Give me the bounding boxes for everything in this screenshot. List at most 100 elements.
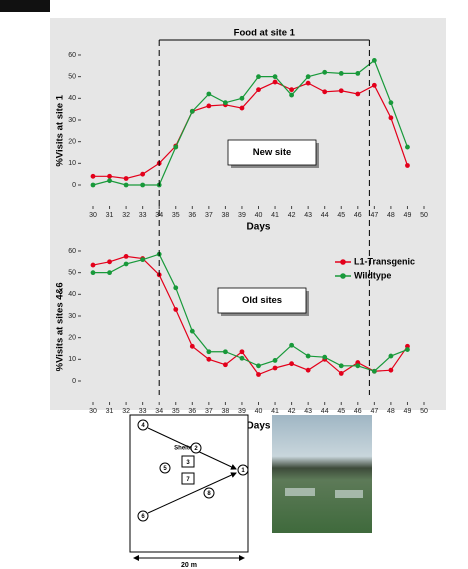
data-point <box>272 365 278 371</box>
data-point <box>256 372 261 377</box>
site-label: 5 <box>163 466 167 472</box>
x-tick-label: 50 <box>420 212 428 219</box>
site-label: 6 <box>141 514 145 520</box>
data-point <box>355 70 361 76</box>
data-point <box>322 89 328 95</box>
legend-label: Wildtype <box>354 270 391 280</box>
data-point <box>239 349 245 355</box>
data-point <box>388 367 394 373</box>
data-point <box>405 163 410 168</box>
data-point <box>256 363 261 369</box>
data-point <box>140 182 146 188</box>
x-tick-label: 33 <box>139 212 147 219</box>
data-point <box>173 285 179 291</box>
data-point <box>206 91 212 97</box>
x-tick-label: 39 <box>238 408 246 415</box>
data-point <box>338 371 344 376</box>
y-axis-title: %Visits at site 1 <box>55 94 66 166</box>
y-tick-label: 40 <box>68 291 76 298</box>
data-point <box>107 178 112 184</box>
x-tick-label: 44 <box>321 408 329 415</box>
series-line <box>93 253 408 372</box>
x-tick-label: 36 <box>188 212 196 219</box>
annotation: New site <box>253 147 292 158</box>
x-tick-label: 42 <box>288 212 296 219</box>
data-point <box>123 176 129 181</box>
x-tick-label: 30 <box>89 212 97 219</box>
x-tick-label: 46 <box>354 212 362 219</box>
x-tick-label: 40 <box>255 212 263 219</box>
y-tick-label: 0 <box>72 378 76 385</box>
x-tick-label: 45 <box>337 212 345 219</box>
site-circle <box>137 510 149 522</box>
x-tick-label: 31 <box>106 212 114 219</box>
data-point <box>223 100 228 106</box>
data-point <box>90 173 96 179</box>
label-block <box>0 0 50 12</box>
y-axis-title: %Visits at sites 4&6 <box>55 282 66 371</box>
data-point <box>371 57 377 63</box>
x-tick-label: 38 <box>222 212 230 219</box>
data-point <box>289 92 294 98</box>
x-tick-label: 44 <box>321 212 329 219</box>
x-tick-label: 47 <box>370 408 378 415</box>
photo-detail <box>335 490 363 498</box>
data-point <box>123 253 129 259</box>
y-tick-label: 10 <box>68 160 76 167</box>
data-point <box>371 368 377 374</box>
data-point <box>305 74 311 80</box>
x-tick-label: 34 <box>155 408 163 415</box>
y-tick-label: 30 <box>68 313 76 320</box>
x-tick-label: 32 <box>122 212 130 219</box>
data-point <box>239 105 245 111</box>
photo-detail <box>285 488 315 496</box>
x-tick-label: 38 <box>222 408 230 415</box>
y-tick-label: 50 <box>68 269 76 276</box>
x-tick-label: 39 <box>238 212 246 219</box>
data-point <box>338 363 344 369</box>
x-tick-label: 47 <box>370 212 378 219</box>
site-label: 4 <box>141 423 145 429</box>
data-point <box>223 349 228 355</box>
data-point <box>355 363 361 369</box>
annotation: Old sites <box>242 295 282 306</box>
data-point <box>206 103 212 109</box>
x-tick-label: 32 <box>122 408 130 415</box>
data-point <box>90 182 96 188</box>
x-tick-label: 37 <box>205 408 213 415</box>
x-tick-label: 35 <box>172 408 180 415</box>
data-point <box>140 171 146 177</box>
x-axis-title: Days <box>247 421 271 432</box>
x-tick-label: 41 <box>271 212 279 219</box>
y-tick-label: 20 <box>68 335 76 342</box>
background-panel <box>50 18 446 410</box>
series-line <box>92 255 408 376</box>
y-tick-label: 20 <box>68 139 76 146</box>
x-tick-label: 50 <box>420 408 428 415</box>
x-tick-label: 43 <box>304 408 312 415</box>
x-tick-label: 42 <box>288 408 296 415</box>
annotation-box <box>217 287 307 314</box>
site-circle <box>237 464 249 476</box>
data-point <box>305 367 311 373</box>
data-point <box>272 74 278 80</box>
data-point <box>405 144 410 150</box>
data-point <box>256 74 261 80</box>
data-point <box>90 262 96 268</box>
data-point <box>305 80 311 86</box>
shelter <box>181 472 195 485</box>
site-circle <box>190 442 202 454</box>
data-point <box>239 355 245 361</box>
data-point <box>239 95 245 101</box>
x-tick-label: 49 <box>404 408 412 415</box>
data-point <box>206 349 212 355</box>
x-tick-label: 30 <box>89 408 97 415</box>
data-point <box>173 307 179 312</box>
x-tick-label: 36 <box>188 408 196 415</box>
x-tick-label: 46 <box>354 408 362 415</box>
data-point <box>289 342 294 348</box>
shelter <box>181 455 195 468</box>
data-point <box>322 69 328 75</box>
